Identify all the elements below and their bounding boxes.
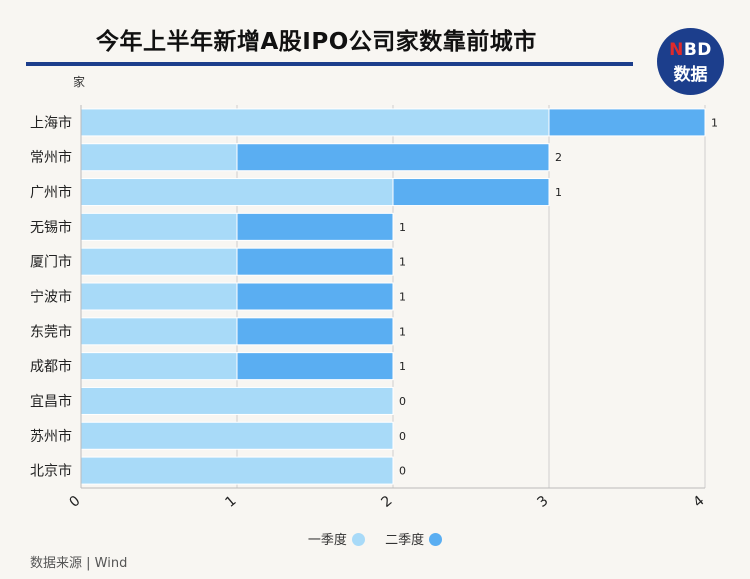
logo-text: 数据: [673, 65, 708, 85]
category-label: 东莞市: [30, 323, 72, 340]
bar-q2: [548, 108, 706, 137]
bar-q2: [236, 352, 394, 381]
bar-q1: [80, 317, 238, 346]
bar-q2: [392, 178, 550, 207]
chart-title: 今年上半年新增A股IPO公司家数靠前城市: [96, 29, 537, 55]
y-unit-label: 家: [73, 74, 85, 89]
logo-letter-n: N: [669, 40, 684, 60]
legend-swatch-q1: [351, 533, 365, 546]
category-label: 上海市: [30, 114, 72, 131]
bar-q1: [80, 178, 394, 207]
data-label: 1: [399, 256, 406, 269]
x-tick-label: 4: [690, 493, 707, 511]
category-label: 北京市: [30, 463, 72, 480]
bar-q2: [236, 212, 394, 241]
data-label: 1: [711, 116, 718, 129]
chart-labels: 上海市 1 常州市 2 广州市 1 无锡市 1 厦门市 1 宁波市 1 东莞市 1 成都市 1 宜昌市 0 苏州市 0…: [30, 114, 718, 479]
category-label: 宜昌市: [30, 393, 72, 410]
bar-q1: [80, 386, 394, 415]
data-label: 1: [399, 221, 406, 234]
legend-label-q2: 二季度: [385, 533, 425, 548]
category-label: 常州市: [30, 149, 72, 166]
data-label: 1: [555, 186, 562, 199]
category-label: 成都市: [30, 358, 72, 375]
logo-letters-bd: BD: [683, 40, 712, 60]
legend-item-q2[interactable]: 二季度: [385, 529, 443, 548]
category-label: 无锡市: [30, 219, 72, 236]
category-label: 苏州市: [30, 428, 72, 445]
data-source: 数据来源 | Wind: [30, 556, 128, 571]
x-tick-label: 1: [222, 493, 239, 511]
data-label: 0: [399, 395, 406, 408]
bar-q1: [80, 108, 550, 137]
bar-q2: [236, 143, 550, 172]
bar-q1: [80, 421, 394, 450]
category-label: 广州市: [30, 184, 72, 201]
category-label: 宁波市: [30, 289, 72, 306]
legend-swatch-q2: [429, 533, 443, 546]
data-label: 0: [399, 465, 406, 478]
chart-legend: 一季度 二季度: [0, 529, 750, 548]
x-tick-label: 0: [66, 493, 83, 511]
chart-bars: [80, 108, 706, 485]
bar-q2: [236, 282, 394, 311]
legend-item-q1[interactable]: 一季度: [308, 529, 365, 548]
data-label: 0: [399, 430, 406, 443]
data-label: 1: [399, 291, 406, 304]
legend-label-q1: 一季度: [307, 533, 347, 548]
bar-q1: [80, 212, 238, 241]
bar-q1: [80, 247, 238, 276]
nbd-logo: NBD 数据: [657, 28, 724, 95]
category-label: 厦门市: [30, 254, 72, 271]
bar-q1: [80, 352, 238, 381]
bar-q1: [80, 143, 238, 172]
data-label: 1: [399, 325, 406, 338]
bar-q1: [80, 282, 238, 311]
data-label: 1: [399, 360, 406, 373]
bar-q1: [80, 456, 394, 485]
bar-q2: [236, 317, 394, 346]
title-underline: [26, 62, 633, 66]
bar-q2: [236, 247, 394, 276]
x-tick-label: 2: [378, 493, 395, 511]
x-tick-label: 3: [534, 493, 551, 511]
data-label: 2: [555, 151, 562, 164]
